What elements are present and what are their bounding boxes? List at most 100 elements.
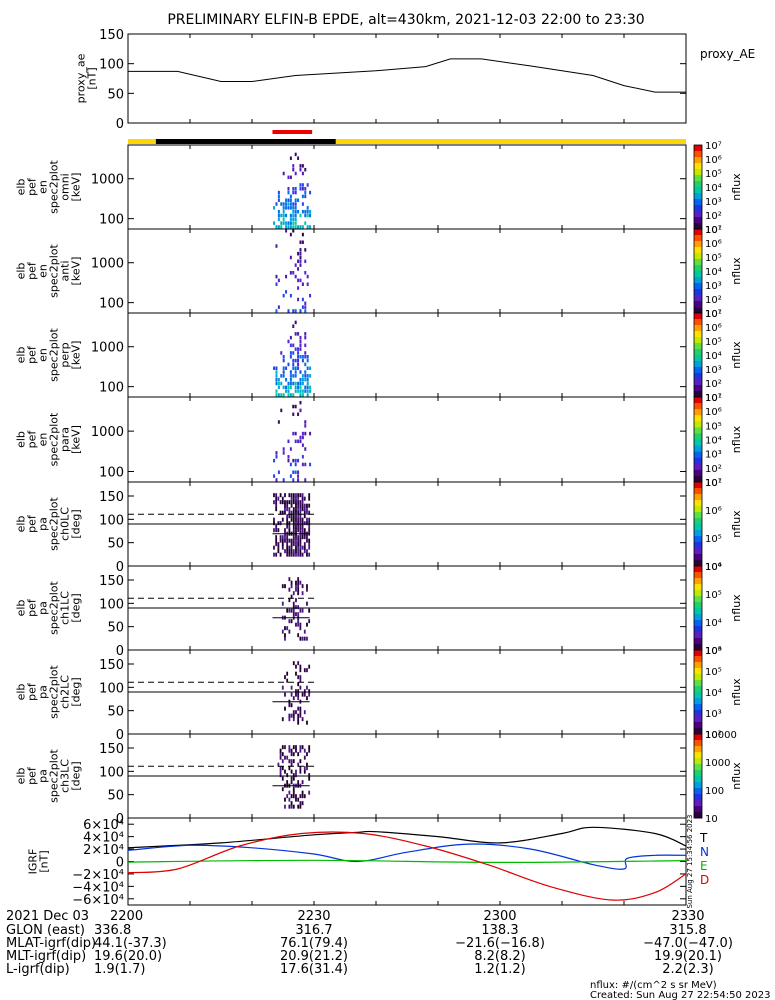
en-spec-perp-pixel xyxy=(306,358,309,363)
pa-spec-ch0-pixel xyxy=(277,549,280,554)
en-spec-perp-pixel xyxy=(299,347,302,351)
pa-spec-ch0-pixel xyxy=(295,514,297,519)
pa-spec-ch0-pixel xyxy=(306,521,308,526)
pa-spec-ch0-pixel xyxy=(279,552,282,557)
pa-spec-ch0-colorbar-band xyxy=(694,542,702,549)
time-axis-value: 2330 xyxy=(671,909,704,924)
en-spec-anti-colorbar-band xyxy=(694,289,702,296)
pa-spec-ch2-colorbar-band xyxy=(694,680,702,687)
pa-spec-ch3-colorbar-band xyxy=(694,782,702,789)
pa-spec-ch0-pixel xyxy=(303,545,306,550)
pa-spec-ch0-pixel xyxy=(273,517,275,522)
en-spec-omni-ylabel-line: pef xyxy=(26,177,39,196)
pa-spec-ch0-pixel xyxy=(288,500,291,505)
pa-spec-ch3-pixel xyxy=(290,748,293,753)
pa-spec-ch3-pixel xyxy=(295,769,297,774)
en-spec-perp-pixel xyxy=(306,393,309,397)
pa-spec-ch0-pixel xyxy=(297,535,300,540)
en-spec-anti-colorbar-band xyxy=(694,265,702,272)
en-spec-omni-pixel xyxy=(292,206,295,210)
proxy-ae-line xyxy=(128,58,686,93)
pa-spec-ch0-pixel xyxy=(286,500,289,505)
en-spec-perp-pixel xyxy=(301,393,304,397)
pa-spec-ch3-ylabel-line: elb xyxy=(15,768,28,785)
en-spec-perp-pixel xyxy=(275,377,278,382)
pa-spec-ch0-colorbar-tick: 10⁷ xyxy=(705,478,722,489)
pa-spec-ch0-pixel xyxy=(297,538,300,543)
en-spec-perp-pixel xyxy=(294,332,297,336)
en-spec-anti-colorbar-label: nflux xyxy=(730,257,743,285)
en-spec-omni-pixel xyxy=(285,198,288,202)
igrf-ylabel: IGRF[nT] xyxy=(27,849,51,875)
pa-spec-ch3-pixel xyxy=(281,752,284,757)
pa-spec-ch2-ylabel-line: [deg] xyxy=(70,677,83,706)
en-spec-perp-pixel xyxy=(294,381,297,386)
pa-spec-ch0-pixel xyxy=(281,542,284,547)
pa-spec-ch0-pixel xyxy=(295,542,297,547)
en-spec-perp-colorbar-band xyxy=(694,361,702,368)
en-spec-para-pixel xyxy=(304,462,307,467)
pa-spec-ch3-ylabel-line: pa xyxy=(37,769,50,783)
pa-spec-ch3-pixel xyxy=(290,762,293,767)
pa-spec-ch2-colorbar-band xyxy=(694,668,702,675)
pa-spec-ch0-pixel xyxy=(275,500,278,505)
pa-spec-ch0-pixel xyxy=(292,542,295,547)
en-spec-perp-pixel xyxy=(275,374,278,378)
pa-spec-ch0-pixel xyxy=(297,503,300,508)
en-spec-perp-colorbar-band xyxy=(694,325,702,332)
en-spec-omni-pixel xyxy=(294,152,297,157)
en-spec-anti-colorbar-band xyxy=(694,229,702,236)
igrf-legend-E: E xyxy=(700,859,708,873)
pa-spec-ch0-pixel xyxy=(301,496,304,501)
pa-spec-ch1-pixel xyxy=(297,622,300,627)
en-spec-anti-pixel xyxy=(292,309,295,313)
pa-spec-ch1-colorbar-band xyxy=(694,578,702,585)
footer-units: nflux: #/(cm^2 s sr MeV) xyxy=(590,980,717,991)
status-bar-segment xyxy=(272,130,313,134)
pa-spec-ch2-colorbar-band xyxy=(694,674,702,681)
pa-spec-ch0-pixel xyxy=(292,517,295,522)
en-spec-omni-pixel xyxy=(292,164,295,168)
en-spec-perp-pixel xyxy=(282,355,285,359)
en-spec-anti-pixel xyxy=(275,274,278,279)
pa-spec-ch0-colorbar-band xyxy=(694,500,702,507)
en-spec-perp-pixel xyxy=(299,385,302,390)
pa-spec-ch1-pixel xyxy=(288,629,291,634)
en-spec-para-pixel xyxy=(292,470,295,474)
en-spec-perp-pixel xyxy=(292,324,295,328)
pa-spec-ch0-ylabel-line: pa xyxy=(37,517,50,531)
en-spec-omni-pixel xyxy=(277,209,280,214)
pa-spec-ch3-pixel xyxy=(299,766,302,771)
pa-spec-ch2-pixel xyxy=(284,692,286,697)
pa-spec-ch0-pixel xyxy=(288,528,291,533)
pa-spec-ch1-pixel xyxy=(290,608,293,613)
pa-spec-ch2-pixel xyxy=(299,706,302,711)
pa-spec-ch3-pixel xyxy=(306,762,308,767)
en-spec-perp-ytick-label: 100 xyxy=(99,381,124,396)
en-spec-omni-pixel xyxy=(294,213,297,218)
pa-spec-ch2-colorbar-band xyxy=(694,656,702,663)
pa-spec-ch2-pixel xyxy=(284,706,286,711)
pa-spec-ch0-pixel xyxy=(284,500,286,505)
en-spec-anti-pixel xyxy=(297,267,300,271)
pa-spec-ch0-pixel xyxy=(292,496,295,501)
en-spec-perp-pixel xyxy=(285,389,288,393)
en-spec-omni-pixel xyxy=(301,171,304,176)
en-spec-para-pixel xyxy=(280,408,283,413)
igrf-series-T xyxy=(127,826,687,849)
pa-spec-ch1-pixel xyxy=(297,633,300,638)
pa-spec-ch0-pixel xyxy=(306,503,308,508)
en-spec-perp-pixel xyxy=(297,389,300,393)
en-spec-perp-pixel xyxy=(282,370,285,374)
pa-spec-ch0-pixel xyxy=(308,510,311,515)
en-spec-omni-pixel xyxy=(292,167,295,172)
pa-spec-ch1-pixel xyxy=(281,629,284,634)
en-spec-anti-colorbar-band xyxy=(694,253,702,260)
en-spec-para-colorbar-band xyxy=(694,463,702,471)
pa-spec-ch0-pixel xyxy=(288,549,291,554)
pa-spec-ch2-pixel xyxy=(297,720,300,725)
pa-spec-ch0-colorbar-band xyxy=(694,494,702,501)
pa-spec-ch0-pixel xyxy=(292,510,295,515)
en-spec-perp-pixel xyxy=(282,358,285,363)
en-spec-anti-pixel xyxy=(299,278,302,283)
